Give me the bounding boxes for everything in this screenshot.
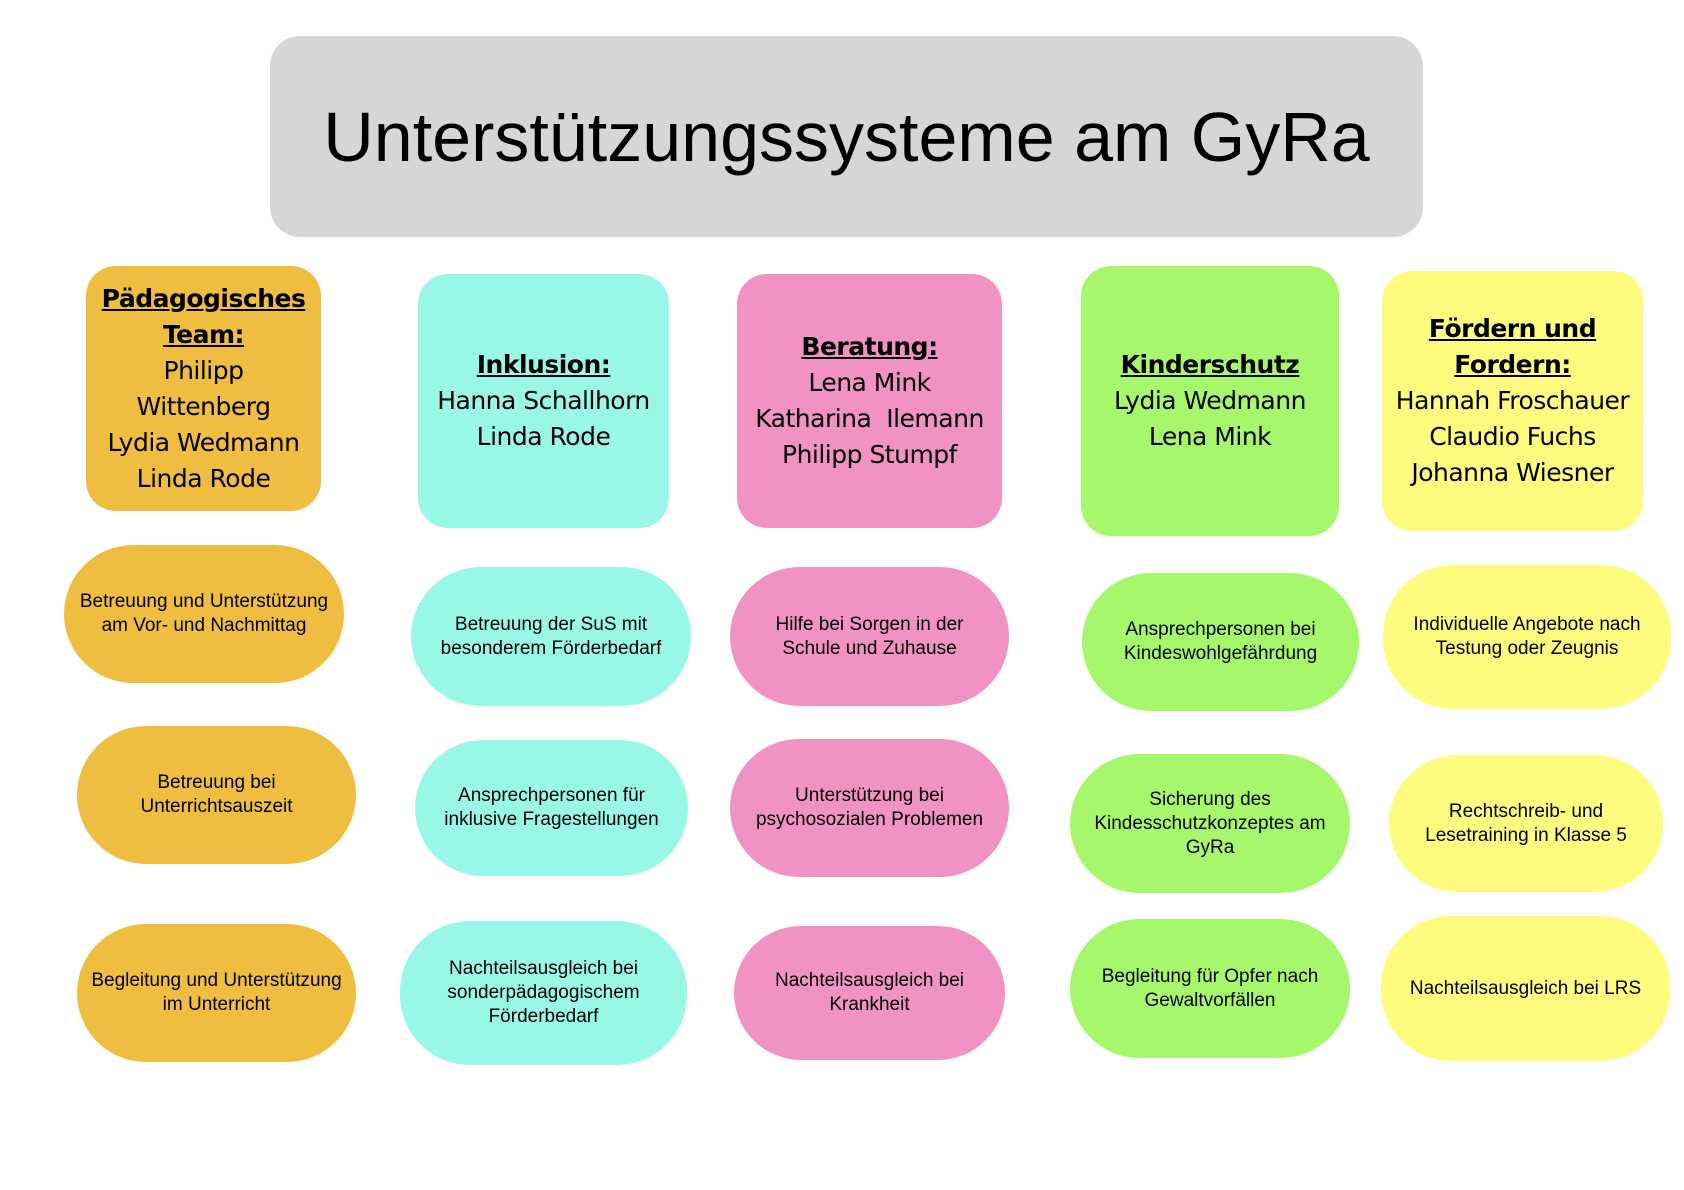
service-pill: Betreuung der SuS mit besonderem Förderb… [411, 567, 691, 706]
service-text: Ansprechpersonen für inklusive Fragestel… [444, 785, 659, 830]
service-text: Nachteilsausgleich bei LRS [1409, 977, 1642, 999]
service-text: Ansprechpersonen bei Kindeswohlgefährdun… [1123, 619, 1318, 664]
service-text: Betreuung der SuS mit besonderem Förderb… [440, 613, 662, 659]
service-pill: Betreuung und Unterstützung am Vor- und … [64, 545, 344, 683]
team-member: Hanna Schallhorn [437, 386, 650, 415]
team-box: Inklusion: Hanna Schallhorn Linda Rode [418, 274, 669, 528]
service-text: Unterstützung bei psychosozialen Problem… [755, 785, 984, 830]
service-pill: Rechtschreib- und Lesetraining in Klasse… [1389, 755, 1663, 892]
team-member: Wittenberg [136, 391, 271, 421]
team-heading: Beratung: [801, 332, 938, 361]
team-member: Philipp Stumpf [782, 440, 957, 469]
service-text: Individuelle Angebote nach Testung oder … [1413, 614, 1641, 659]
service-text: Betreuung bei Unterrichtsauszeit [140, 772, 293, 817]
service-text: Nachteilsausgleich bei sonderpädagogisch… [447, 958, 640, 1027]
service-pill: Unterstützung bei psychosozialen Problem… [730, 739, 1009, 877]
service-pill: Individuelle Angebote nach Testung oder … [1383, 565, 1671, 709]
service-text: Betreuung und Unterstützung am Vor- und … [79, 591, 329, 636]
team-member: Claudio Fuchs [1429, 422, 1596, 451]
service-text: Nachteilsausgleich bei Krankheit [774, 970, 965, 1015]
team-member: Philipp [163, 355, 245, 385]
service-pill: Hilfe bei Sorgen in der Schule und Zuhau… [730, 567, 1009, 706]
team-member: Lydia Wedmann [1114, 386, 1306, 415]
team-member: Lena Mink [1148, 422, 1272, 451]
service-pill: Nachteilsausgleich bei Krankheit [734, 926, 1005, 1060]
service-pill: Begleitung für Opfer nach Gewaltvorfälle… [1070, 919, 1350, 1058]
service-text: Hilfe bei Sorgen in der Schule und Zuhau… [775, 613, 964, 659]
service-pill: Sicherung des Kindesschutzkonzeptes am G… [1070, 754, 1350, 893]
team-box: Kinderschutz Lydia Wedmann Lena Mink [1081, 266, 1339, 536]
service-pill: Ansprechpersonen bei Kindeswohlgefährdun… [1082, 573, 1359, 711]
team-heading: Inklusion: [476, 350, 611, 379]
team-member: Lydia Wedmann [107, 427, 300, 457]
service-pill: Betreuung bei Unterrichtsauszeit [77, 726, 356, 864]
team-member: Linda Rode [136, 463, 271, 493]
page-title: Unterstützungssysteme am GyRa [323, 97, 1370, 176]
team-member: Johanna Wiesner [1411, 458, 1614, 487]
team-box: Beratung: Lena Mink Katharina Ilemann Phili… [737, 274, 1002, 528]
team-heading: Kinderschutz [1120, 350, 1300, 379]
service-pill: Begleitung und Unterstützung im Unterric… [77, 924, 356, 1062]
service-text: Rechtschreib- und Lesetraining in Klasse… [1425, 800, 1627, 846]
title-box: Unterstützungssysteme am GyRa [270, 36, 1423, 237]
team-heading: Pädagogisches [101, 283, 306, 313]
service-text: Begleitung für Opfer nach Gewaltvorfälle… [1101, 965, 1319, 1011]
service-pill: Nachteilsausgleich bei sonderpädagogisch… [400, 921, 687, 1065]
team-member: Katharina Ilemann [755, 404, 984, 433]
team-member: Lena Mink [808, 368, 931, 397]
service-text: Sicherung des Kindesschutzkonzeptes am G… [1094, 788, 1326, 858]
service-pill: Nachteilsausgleich bei LRS [1381, 916, 1670, 1061]
team-heading: Team: [162, 319, 245, 349]
team-member: Hannah Froschauer [1395, 386, 1630, 415]
team-heading: Fördern und [1428, 314, 1597, 343]
team-box: Pädagogisches Team: Philipp Wittenberg Lydia… [86, 266, 321, 511]
team-heading: Fordern: [1454, 350, 1571, 379]
service-pill: Ansprechpersonen für inklusive Fragestel… [415, 740, 688, 876]
service-text: Begleitung und Unterstützung im Unterric… [91, 970, 342, 1015]
team-box: Fördern und Fordern: Hannah Froschauer Clau… [1382, 271, 1643, 531]
team-member: Linda Rode [476, 422, 611, 451]
